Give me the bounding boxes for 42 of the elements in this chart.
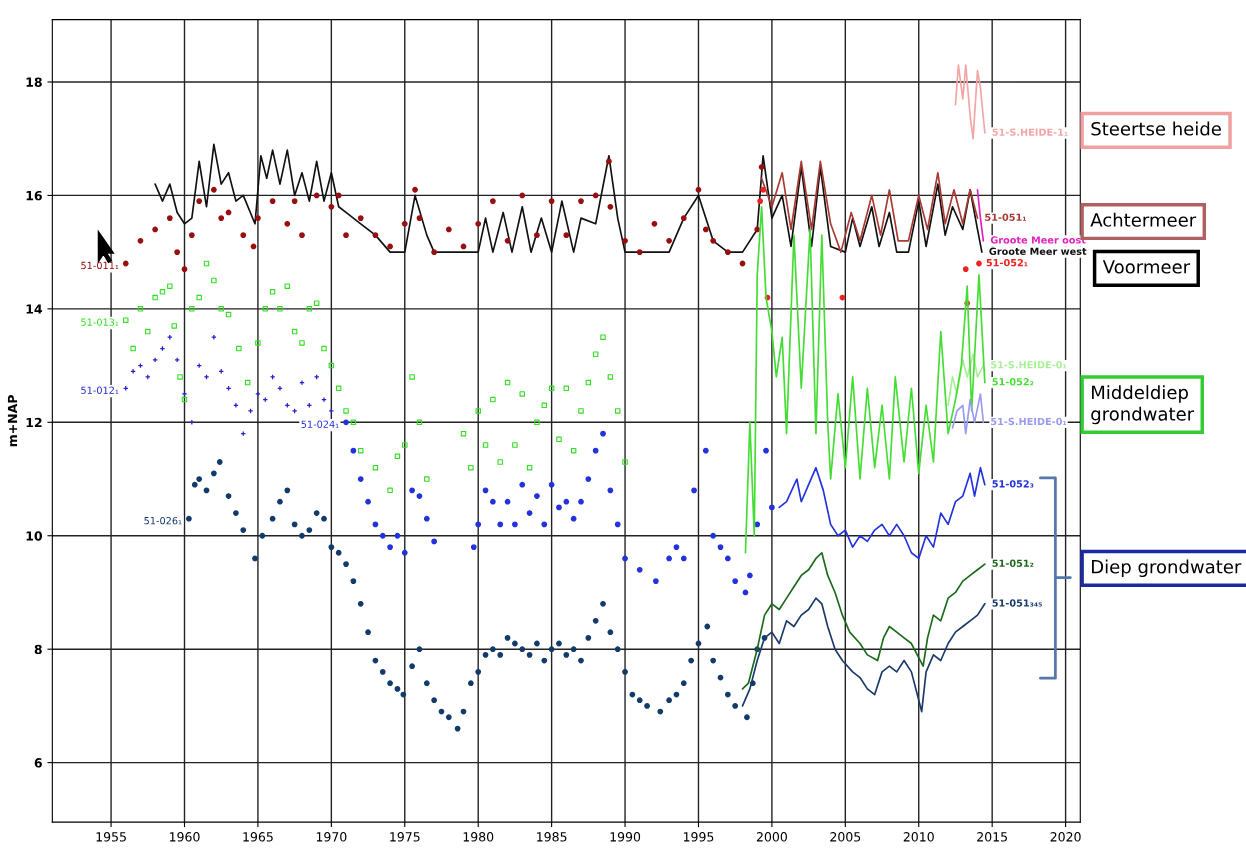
x-tick-label: 1965 — [243, 832, 273, 842]
y-tick-label: 18 — [26, 77, 42, 87]
series-label: 51-S.HEIDE-0₁ — [991, 361, 1067, 369]
y-tick-label: 6 — [34, 758, 42, 768]
series-label: 51-026₁ — [144, 516, 182, 525]
text: Middeldiep grondwater — [1091, 385, 1195, 425]
x-tick-label: 1980 — [463, 832, 494, 842]
x-tick-label: 1985 — [537, 832, 567, 842]
text: Achtermeer — [1090, 212, 1197, 227]
series-label: 51-013₁ — [81, 318, 119, 326]
series-label: 51-052₁ — [986, 258, 1028, 267]
series-label: 51-S.HEIDE-1₁ — [992, 128, 1068, 136]
series-label: 51-011₁ — [81, 261, 119, 270]
y-tick-label: 12 — [26, 417, 42, 428]
series-label: 51-012₁ — [81, 386, 119, 394]
x-tick-label: 2015 — [977, 832, 1007, 842]
series-label: 51-052₂ — [992, 378, 1034, 386]
x-tick-label: 2005 — [830, 832, 861, 842]
series-label: Groote Meer west — [989, 247, 1087, 255]
x-tick-label: 1990 — [610, 832, 641, 842]
x-tick-label: 1960 — [169, 832, 200, 842]
series-label: 51-052₃ — [992, 480, 1034, 488]
series-label: 51-024₁ — [301, 420, 339, 428]
text: Steertse heide — [1091, 121, 1221, 136]
y-axis-title: m+NAP — [7, 395, 18, 447]
y-tick-label: 8 — [34, 644, 42, 655]
series-label: 51-051₁ — [985, 213, 1026, 221]
x-tick-label: 1975 — [390, 832, 420, 842]
series-label: 51-051₂ — [992, 559, 1034, 567]
x-tick-label: 2010 — [903, 832, 934, 842]
y-tick-label: 14 — [26, 304, 43, 314]
text: Voormeer — [1102, 260, 1191, 274]
x-tick-label: 1955 — [96, 832, 126, 842]
x-tick-label: 2000 — [756, 832, 787, 842]
x-tick-label: 2020 — [1050, 832, 1081, 842]
y-tick-label: 16 — [26, 190, 42, 201]
x-tick-label: 1995 — [683, 832, 714, 842]
x-tick-label: 1970 — [316, 832, 347, 842]
y-tick-label: 10 — [26, 531, 43, 541]
series-label: 51-051₃₄₅ — [992, 599, 1042, 607]
text: Diep grondwater — [1092, 559, 1242, 578]
series-label: 51-S.HEIDE-0₁ — [991, 417, 1067, 426]
